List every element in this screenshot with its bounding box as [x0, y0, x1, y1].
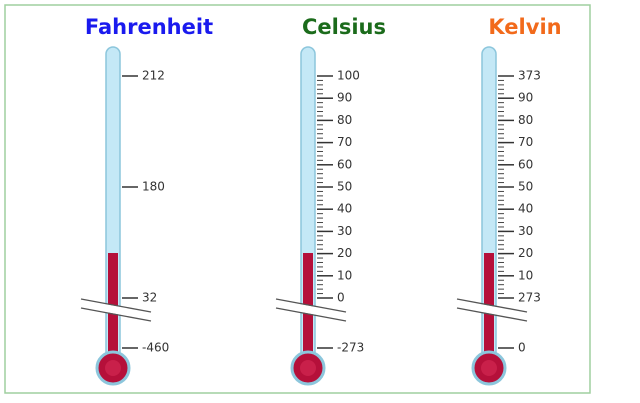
bulb-shine: [481, 360, 497, 376]
tick-label: 20: [518, 246, 533, 260]
tick-label: 373: [518, 69, 541, 83]
thermometer-title: Fahrenheit: [85, 15, 213, 39]
tick-label: 10: [518, 268, 533, 282]
tick-label: 80: [337, 113, 352, 127]
tick-label: 80: [518, 113, 533, 127]
tick-label: 180: [142, 180, 165, 194]
tick-label: 0: [518, 341, 526, 355]
tick-label: 40: [518, 202, 533, 216]
tick-label: 32: [142, 291, 157, 305]
tick-label: 40: [337, 202, 352, 216]
tick-label: -273: [337, 341, 364, 355]
break-line: [456, 298, 528, 313]
tick-label: 0: [337, 291, 345, 305]
tick-label: 60: [518, 157, 533, 171]
tick-label: 30: [518, 224, 533, 238]
tick-label: 20: [337, 246, 352, 260]
tick-label: 70: [518, 135, 533, 149]
scale-break: [83, 300, 149, 320]
break-line: [80, 298, 152, 313]
tick-label: 60: [337, 157, 352, 171]
tick-label: 212: [142, 69, 165, 83]
thermometer-title: Kelvin: [488, 15, 561, 39]
break-line: [275, 298, 347, 313]
break-line: [275, 307, 347, 322]
tick-label: 90: [518, 91, 533, 105]
tick-label: 100: [337, 69, 360, 83]
bulb-shine: [105, 360, 121, 376]
scale-break: [278, 300, 344, 320]
panel-border: [4, 4, 591, 394]
tick-label: 90: [337, 91, 352, 105]
tick-label: -460: [142, 341, 169, 355]
tick-label: 50: [518, 180, 533, 194]
break-line: [80, 307, 152, 322]
tick-label: 273: [518, 291, 541, 305]
tick-label: 30: [337, 224, 352, 238]
tick-label: 10: [337, 268, 352, 282]
thermometer-title: Celsius: [302, 15, 386, 39]
tick-label: 70: [337, 135, 352, 149]
scale-break: [459, 300, 525, 320]
tick-label: 50: [337, 180, 352, 194]
break-line: [456, 307, 528, 322]
bulb-shine: [300, 360, 316, 376]
